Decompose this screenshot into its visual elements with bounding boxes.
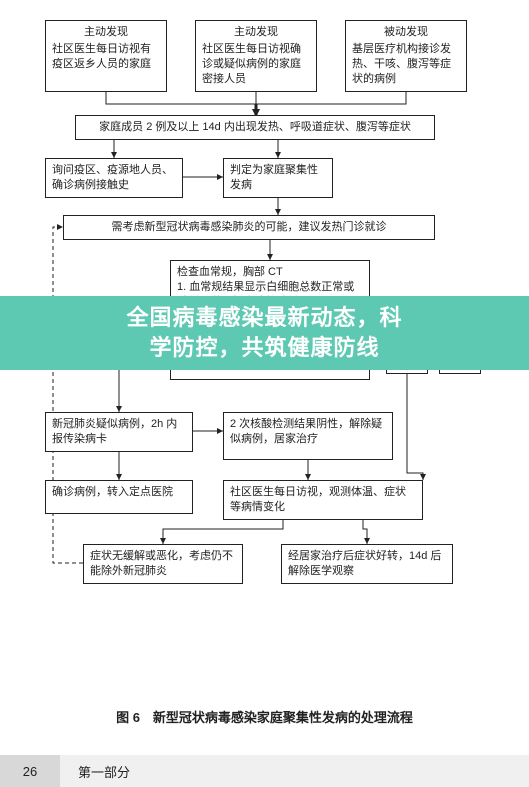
flow-node-I2: 经居家治疗后症状好转，14d 后解除医学观察 <box>281 544 453 584</box>
overlay-banner: 全国病毒感染最新动态，科 学防控，共筑健康防线 <box>0 296 529 370</box>
flow-node-H2: 社区医生每日访视，观测体温、症状等病情变化 <box>223 480 423 520</box>
flow-node-A1: 主动发现社区医生每日访视有疫区返乡人员的家庭 <box>45 20 167 92</box>
overlay-line-1: 全国病毒感染最新动态，科 <box>126 303 402 333</box>
section-label: 第一部分 <box>60 755 529 787</box>
flow-node-G2: 2 次核酸检测结果阴性，解除疑似病例，居家治疗 <box>223 412 393 460</box>
overlay-line-2: 学防控，共筑健康防线 <box>149 333 379 363</box>
flow-node-C2: 判定为家庭聚集性发病 <box>223 158 333 198</box>
flow-node-B: 家庭成员 2 例及以上 14d 内出现发热、呼吸道症状、腹泻等症状 <box>75 115 435 140</box>
flow-node-H1: 确诊病例，转入定点医院 <box>45 480 193 514</box>
page-number: 26 <box>0 755 60 787</box>
flow-node-I1: 症状无缓解或恶化，考虑仍不能除外新冠肺炎 <box>83 544 243 584</box>
flow-node-G1: 新冠肺炎疑似病例，2h 内报传染病卡 <box>45 412 193 452</box>
flow-node-A2: 主动发现社区医生每日访视确诊或疑似病例的家庭密接人员 <box>195 20 317 92</box>
page-root: 主动发现社区医生每日访视有疫区返乡人员的家庭主动发现社区医生每日访视确诊或疑似病… <box>0 0 529 787</box>
flow-node-D: 需考虑新型冠状病毒感染肺炎的可能，建议发热门诊就诊 <box>63 215 435 240</box>
flow-node-C1: 询问疫区、疫源地人员、确诊病例接触史 <box>45 158 183 198</box>
figure-caption: 图 6 新型冠状病毒感染家庭聚集性发病的处理流程 <box>0 707 529 726</box>
flow-node-A3: 被动发现基层医疗机构接诊发热、干咳、腹泻等症状的病例 <box>345 20 467 92</box>
page-footer: 26 第一部分 <box>0 755 529 787</box>
